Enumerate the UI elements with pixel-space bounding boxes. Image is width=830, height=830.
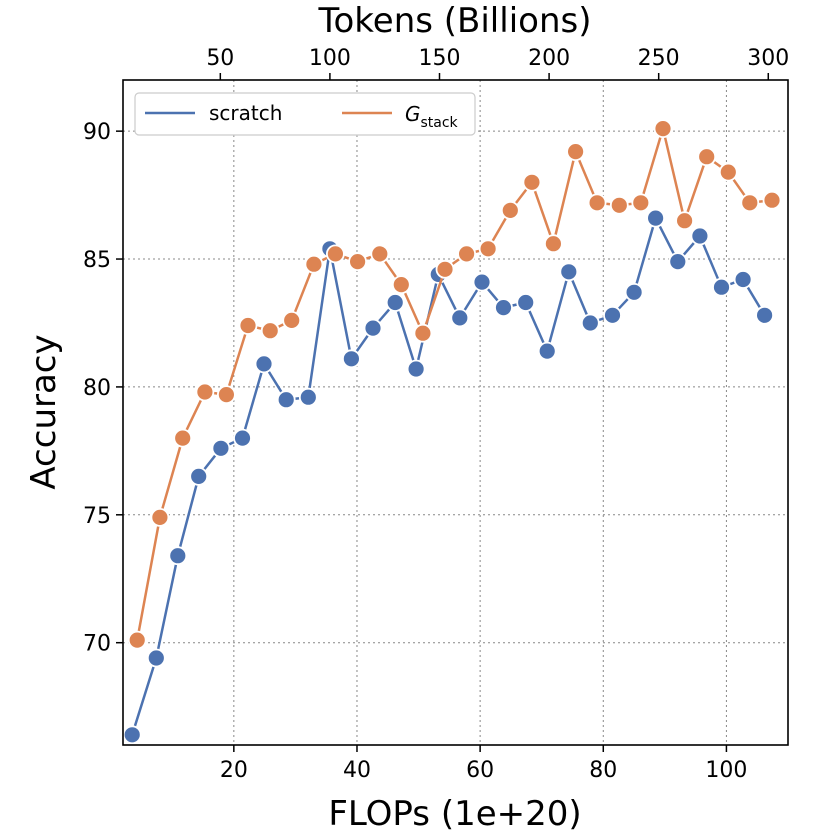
legend-label-gstack: Gstack: [405, 102, 459, 131]
data-point-scratch: [233, 428, 252, 448]
data-point-g-stack: [435, 259, 455, 279]
data-point-scratch: [733, 270, 753, 289]
data-point-scratch: [211, 438, 231, 458]
x-axis-title: FLOPs (1e+20): [328, 794, 581, 830]
data-point-scratch: [668, 252, 688, 272]
top-tick-label: 150: [418, 46, 460, 71]
data-point-g-stack: [127, 630, 147, 650]
data-point-scratch: [363, 318, 383, 338]
y-axis-title: Accuracy: [24, 334, 64, 489]
data-point-g-stack: [150, 508, 170, 527]
data-point-g-stack: [566, 142, 585, 162]
data-point-g-stack: [370, 244, 390, 264]
top-tick-label: 100: [309, 46, 351, 71]
data-point-scratch: [559, 262, 579, 282]
data-point-scratch: [712, 277, 731, 297]
y-tick-label: 80: [83, 376, 111, 401]
data-point-scratch: [603, 305, 622, 325]
top-axis-title: Tokens (Billions): [318, 1, 592, 41]
data-point-scratch: [494, 298, 513, 318]
series-layer: [122, 119, 782, 745]
data-point-g-stack: [587, 193, 607, 213]
x-tick-label: 100: [705, 758, 747, 783]
data-point-scratch: [755, 305, 774, 325]
data-point-scratch: [276, 390, 296, 410]
data-point-g-stack: [697, 147, 717, 167]
data-point-g-stack: [522, 172, 542, 192]
x-tick-label: 60: [466, 758, 494, 783]
data-point-scratch: [537, 341, 557, 361]
y-tick-label: 85: [83, 248, 111, 273]
data-point-g-stack: [304, 254, 324, 274]
data-point-g-stack: [348, 252, 368, 272]
data-point-scratch: [646, 208, 665, 228]
data-point-scratch: [406, 359, 426, 379]
data-point-g-stack: [762, 190, 782, 210]
data-point-scratch: [690, 226, 710, 246]
axis-ticks: 20 40 60 80 100 50 100 150 200 250 300 70 75 80 85 90: [83, 46, 789, 783]
data-point-g-stack: [282, 310, 302, 330]
data-point-g-stack: [238, 316, 258, 335]
data-point-scratch: [189, 466, 209, 486]
data-point-g-stack: [173, 428, 193, 448]
data-point-scratch: [122, 725, 142, 745]
data-point-g-stack: [413, 323, 433, 343]
series-line-scratch: [131, 216, 766, 736]
plot-frame: [122, 79, 789, 746]
data-point-g-stack: [740, 193, 760, 213]
top-tick-label: 50: [206, 46, 234, 71]
data-point-g-stack: [631, 193, 651, 213]
y-tick-label: 70: [83, 632, 111, 657]
data-point-scratch: [146, 648, 166, 668]
data-point-scratch: [472, 272, 492, 292]
legend: scratch Gstack: [134, 92, 476, 136]
data-point-g-stack: [457, 244, 477, 264]
data-point-g-stack: [609, 195, 629, 215]
data-point-g-stack: [675, 211, 694, 231]
legend-label-scratch: scratch: [209, 101, 282, 125]
series-line-g-stack: [135, 127, 773, 641]
top-tick-label: 200: [528, 46, 570, 71]
y-tick-label: 90: [83, 120, 111, 145]
data-point-scratch: [385, 293, 405, 312]
data-point-scratch: [298, 387, 318, 407]
data-point-g-stack: [718, 162, 738, 182]
data-point-g-stack: [216, 385, 236, 405]
y-tick-label: 75: [83, 504, 111, 529]
top-tick-label: 250: [638, 46, 680, 71]
data-point-g-stack: [544, 234, 563, 254]
data-point-scratch: [450, 308, 470, 328]
x-tick-label: 80: [589, 758, 617, 783]
data-point-g-stack: [500, 200, 520, 220]
grid-lines: [123, 80, 788, 745]
data-point-scratch: [516, 293, 536, 312]
x-tick-label: 40: [343, 758, 371, 783]
legend-box: [134, 92, 476, 136]
top-tick-label: 300: [747, 46, 789, 71]
data-point-g-stack: [391, 275, 411, 295]
data-point-g-stack: [260, 321, 280, 341]
data-point-g-stack: [478, 239, 498, 259]
data-point-scratch: [168, 546, 188, 566]
x-tick-label: 20: [220, 758, 248, 783]
data-point-scratch: [624, 282, 644, 302]
data-point-g-stack: [325, 244, 345, 264]
data-point-scratch: [580, 313, 600, 333]
data-point-g-stack: [195, 382, 215, 402]
data-point-g-stack: [653, 119, 673, 139]
data-point-scratch: [341, 349, 361, 369]
data-point-scratch: [254, 354, 274, 374]
